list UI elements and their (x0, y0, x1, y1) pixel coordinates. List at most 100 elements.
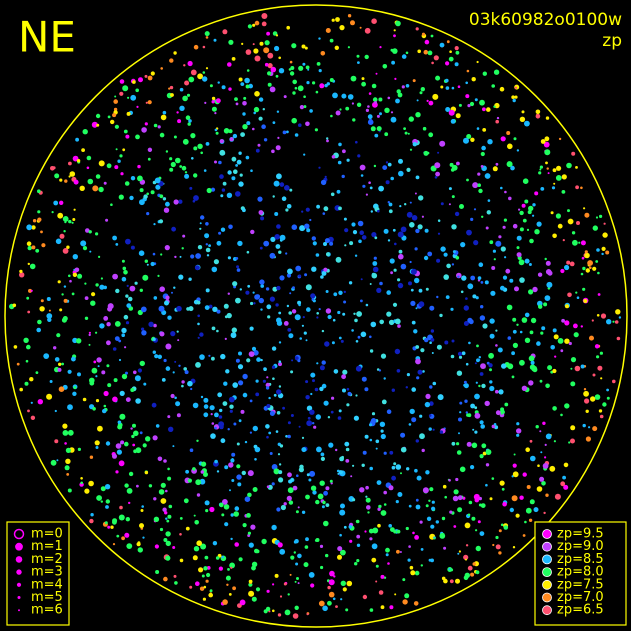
star (139, 188, 144, 193)
star (251, 561, 258, 567)
star (133, 370, 137, 375)
star (343, 290, 346, 294)
star (491, 477, 495, 480)
star (26, 296, 30, 300)
star (234, 506, 240, 511)
star (329, 241, 334, 246)
star (235, 191, 241, 197)
star (511, 495, 518, 502)
star (27, 409, 30, 413)
star (525, 447, 530, 453)
star (73, 179, 79, 185)
star (220, 194, 224, 198)
star (569, 261, 575, 267)
star (575, 291, 578, 294)
star (266, 435, 269, 439)
star (554, 355, 557, 358)
star (73, 386, 77, 390)
star (477, 520, 481, 524)
star (307, 68, 310, 71)
star (333, 575, 336, 578)
star (387, 239, 391, 242)
star (53, 346, 57, 350)
star (540, 187, 545, 191)
star (169, 58, 174, 63)
star (119, 154, 123, 158)
star (219, 502, 224, 508)
star (144, 470, 149, 475)
star (292, 485, 298, 491)
star (602, 402, 607, 407)
star (284, 609, 291, 616)
star (602, 232, 608, 238)
star (120, 440, 125, 445)
star (252, 127, 255, 131)
star (315, 414, 321, 420)
star (124, 532, 130, 538)
star (146, 263, 149, 266)
star (95, 399, 100, 403)
star (114, 165, 119, 170)
star (451, 339, 455, 343)
star (441, 576, 446, 581)
star (272, 583, 275, 586)
star (598, 409, 603, 413)
star (386, 409, 392, 415)
star (492, 543, 495, 547)
star (179, 255, 182, 258)
star (512, 342, 519, 348)
star (477, 183, 482, 187)
star (228, 129, 233, 134)
star (429, 487, 434, 492)
star (26, 344, 31, 350)
star (547, 365, 553, 371)
star (137, 164, 141, 169)
star (595, 260, 599, 263)
star (315, 499, 320, 505)
star (498, 551, 502, 555)
star (347, 94, 354, 100)
star (89, 455, 94, 459)
star (160, 498, 167, 504)
star (477, 172, 481, 176)
star (557, 338, 564, 344)
star (448, 109, 455, 116)
star (298, 303, 301, 307)
star (121, 259, 125, 263)
star (322, 605, 328, 612)
star (95, 283, 99, 287)
star (239, 599, 246, 606)
star (451, 263, 455, 266)
star (385, 553, 389, 557)
star (440, 85, 444, 89)
star (408, 504, 412, 508)
star (30, 415, 36, 420)
star (361, 81, 366, 87)
star (340, 598, 343, 601)
star (160, 67, 163, 70)
star (298, 123, 302, 127)
star (294, 133, 299, 137)
star (340, 549, 346, 556)
star (233, 511, 239, 517)
star (601, 246, 606, 251)
star (318, 166, 321, 169)
star (371, 557, 377, 563)
star (402, 599, 408, 605)
star (134, 375, 141, 382)
star (369, 283, 372, 285)
star (453, 525, 457, 528)
star (261, 124, 266, 129)
star (245, 49, 252, 55)
star (159, 331, 165, 337)
star (356, 54, 360, 58)
star (231, 327, 237, 333)
star (268, 431, 272, 435)
star (98, 186, 104, 193)
star (356, 534, 361, 539)
star (439, 140, 446, 147)
star (475, 545, 481, 552)
star (429, 385, 433, 389)
star (181, 247, 184, 250)
star (95, 113, 101, 119)
